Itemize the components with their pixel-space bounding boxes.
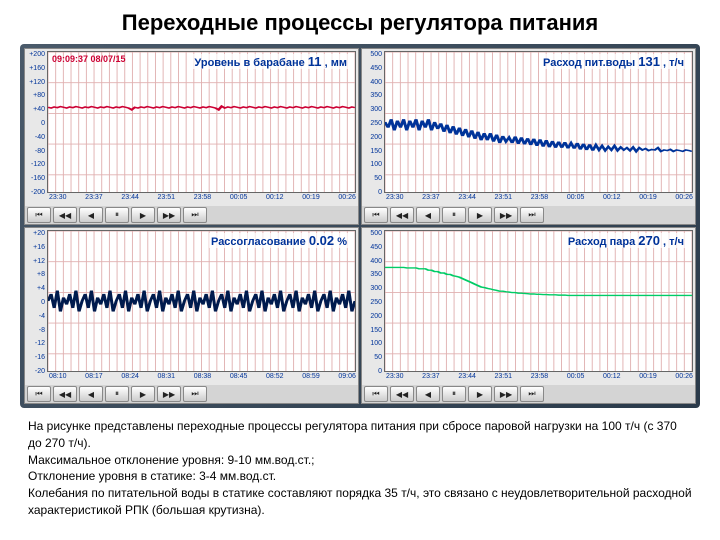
playback-controls: ⏮◀◀◀⏸▶▶▶⏭	[362, 385, 695, 403]
playback-button[interactable]: ◀◀	[390, 207, 414, 223]
y-axis-labels: 500450400350300250200150100500	[362, 51, 384, 196]
playback-controls: ⏮◀◀◀⏸▶▶▶⏭	[25, 385, 358, 403]
x-axis-labels: 23:3023:3723:4423:5123:5800:0500:1200:19…	[384, 372, 695, 385]
chart-title: Расход пит.воды 131 , т/ч	[541, 54, 686, 69]
playback-button[interactable]: ▶▶	[157, 207, 181, 223]
x-axis-labels: 23:3023:3723:4423:5123:5800:0500:1200:19…	[47, 193, 358, 206]
playback-button[interactable]: ⏭	[520, 386, 544, 402]
caption-line: На рисунке представлены переходные проце…	[28, 418, 692, 452]
playback-button[interactable]: ⏮	[27, 386, 51, 402]
playback-button[interactable]: ⏮	[364, 207, 388, 223]
playback-button[interactable]: ⏭	[183, 386, 207, 402]
chart-area: Рассогласование 0.02 %	[47, 230, 356, 372]
chart-title: Расход пара 270 , т/ч	[566, 233, 686, 248]
y-axis-labels: +200+160+120+80+400-40-80-120-160-200	[25, 51, 47, 196]
playback-controls: ⏮◀◀◀⏸▶▶▶⏭	[25, 206, 358, 224]
page-title: Переходные процессы регулятора питания	[20, 10, 700, 36]
chart-title: Уровень в барабане 11 , мм	[192, 54, 349, 69]
playback-button[interactable]: ◀	[416, 386, 440, 402]
playback-button[interactable]: ▶▶	[157, 386, 181, 402]
playback-button[interactable]: ⏸	[442, 386, 466, 402]
chart-panel-drum-level: +200+160+120+80+400-40-80-120-160-200Уро…	[24, 48, 359, 225]
playback-button[interactable]: ◀	[416, 207, 440, 223]
chart-panel-steam-flow: 500450400350300250200150100500 Расход пар…	[361, 227, 696, 404]
chart-area: Расход пара 270 , т/ч	[384, 230, 693, 372]
playback-button[interactable]: ▶▶	[494, 207, 518, 223]
playback-button[interactable]: ⏮	[364, 386, 388, 402]
caption-line: Отклонение уровня в статике: 3-4 мм.вод.…	[28, 468, 692, 485]
playback-button[interactable]: ▶	[131, 386, 155, 402]
playback-button[interactable]: ⏸	[105, 386, 129, 402]
playback-button[interactable]: ◀◀	[390, 386, 414, 402]
chart-grid: +200+160+120+80+400-40-80-120-160-200Уро…	[24, 48, 696, 404]
chart-area: Расход пит.воды 131 , т/ч	[384, 51, 693, 193]
chart-area: Уровень в барабане 11 , мм 09:09:37 08/07…	[47, 51, 356, 193]
playback-button[interactable]: ⏭	[520, 207, 544, 223]
chart-panel-feedwater-flow: 500450400350300250200150100500 Расход пит…	[361, 48, 696, 225]
playback-button[interactable]: ◀	[79, 207, 103, 223]
playback-button[interactable]: ◀◀	[53, 386, 77, 402]
x-axis-labels: 08:1008:1708:2408:3108:3808:4508:5208:59…	[47, 372, 358, 385]
playback-button[interactable]: ◀	[79, 386, 103, 402]
caption-line: Максимальное отклонение уровня: 9-10 мм.…	[28, 452, 692, 469]
x-axis-labels: 23:3023:3723:4423:5123:5800:0500:1200:19…	[384, 193, 695, 206]
caption-block: На рисунке представлены переходные проце…	[20, 418, 700, 519]
monitor-frame: +200+160+120+80+400-40-80-120-160-200Уро…	[20, 44, 700, 408]
chart-panel-mismatch: +20+16+12+8+40-4-8-12-16-20 Рассогласован…	[24, 227, 359, 404]
playback-button[interactable]: ◀◀	[53, 207, 77, 223]
y-axis-labels: +20+16+12+8+40-4-8-12-16-20	[25, 230, 47, 375]
playback-button[interactable]: ▶	[468, 207, 492, 223]
caption-line: Колебания по питательной воды в статике …	[28, 485, 692, 519]
playback-button[interactable]: ▶▶	[494, 386, 518, 402]
playback-button[interactable]: ⏭	[183, 207, 207, 223]
playback-button[interactable]: ⏮	[27, 207, 51, 223]
playback-button[interactable]: ▶	[131, 207, 155, 223]
playback-button[interactable]: ▶	[468, 386, 492, 402]
playback-button[interactable]: ⏸	[442, 207, 466, 223]
chart-title: Рассогласование 0.02 %	[209, 233, 349, 248]
playback-controls: ⏮◀◀◀⏸▶▶▶⏭	[362, 206, 695, 224]
timestamp-label: 09:09:37 08/07/15	[52, 54, 126, 64]
playback-button[interactable]: ⏸	[105, 207, 129, 223]
y-axis-labels: 500450400350300250200150100500	[362, 230, 384, 375]
